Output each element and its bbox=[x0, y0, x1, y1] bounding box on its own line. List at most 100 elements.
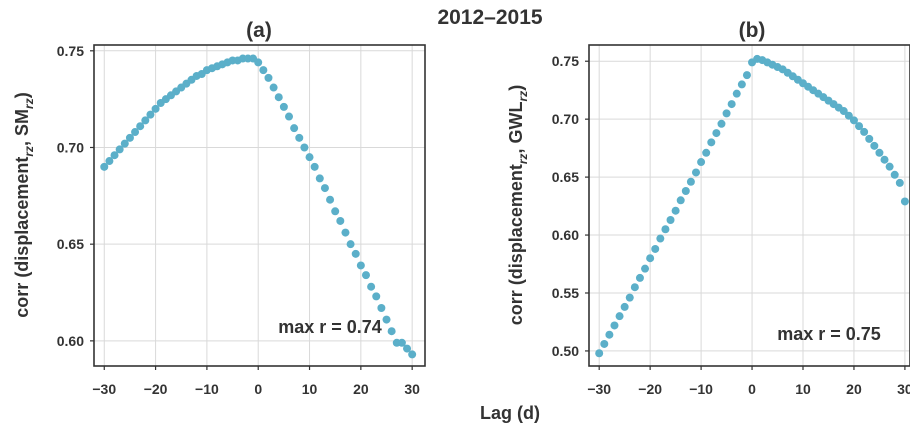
panel-b-y-tick-label: 0.65 bbox=[552, 169, 579, 185]
panel-b-data-point bbox=[839, 107, 848, 116]
panel-a-data-point bbox=[264, 73, 273, 82]
panel-a-data-point bbox=[285, 112, 294, 121]
panel-b-data-point bbox=[656, 234, 665, 243]
panel-b-data-point bbox=[855, 122, 864, 131]
panel-b-title: (b) bbox=[739, 19, 766, 42]
panel-b-data-point bbox=[702, 148, 711, 157]
panel-b-x-tick-label: 20 bbox=[846, 381, 862, 397]
panel-a-data-point bbox=[356, 261, 365, 270]
panel-b-data-point bbox=[865, 134, 874, 143]
panel-a-y-tick-label: 0.65 bbox=[57, 236, 84, 252]
panel-a-data-point bbox=[361, 271, 370, 280]
panel-b-data-point bbox=[712, 129, 721, 138]
panel-a-y-tick-label: 0.60 bbox=[57, 333, 84, 349]
panel-a-data-point bbox=[279, 102, 288, 111]
panel-b-y-tick-label: 0.70 bbox=[552, 111, 579, 127]
panel-b-data-point bbox=[849, 116, 858, 125]
panel-a-data-point bbox=[136, 122, 145, 131]
panel-b-data-point bbox=[732, 89, 741, 98]
panel-a-data-point bbox=[290, 124, 299, 133]
panel-b-y-tick-label: 0.75 bbox=[552, 53, 579, 69]
panel-b-x-tick-label: −20 bbox=[638, 381, 662, 397]
panel-b-data-point bbox=[707, 138, 716, 147]
panel-a-data-point bbox=[336, 216, 345, 225]
panel-b-y-tick-label: 0.50 bbox=[552, 343, 579, 359]
panel-a-data-point bbox=[100, 162, 109, 171]
panel-a-x-tick-label: 0 bbox=[254, 381, 262, 397]
panel-b-data-point bbox=[717, 119, 726, 128]
panel-b-data-point bbox=[641, 264, 650, 273]
panel-b-y-axis-label: corr (displacementrz, GWLrz) bbox=[506, 85, 530, 325]
panel-b-data-point bbox=[605, 330, 614, 339]
panel-a-data-point bbox=[274, 93, 283, 102]
panel-a-data-point bbox=[146, 110, 155, 119]
panel-b-data-point bbox=[890, 170, 899, 179]
panel-a-data-point bbox=[351, 249, 360, 258]
panel-a-data-point bbox=[341, 228, 350, 237]
panel-a-max-r-annotation: max r = 0.74 bbox=[278, 317, 382, 337]
panel-b-data-point bbox=[661, 225, 670, 234]
figure-suptitle: 2012–2015 bbox=[437, 6, 542, 29]
panel-a-frame bbox=[93, 44, 426, 367]
panel-b-y-tick-label: 0.60 bbox=[552, 227, 579, 243]
panel-b-max-r-annotation: max r = 0.75 bbox=[777, 324, 881, 344]
panel-a-data-point bbox=[331, 207, 340, 216]
panel-b-data-point bbox=[630, 283, 639, 292]
panel-b-frame bbox=[588, 44, 910, 367]
panel-b-y-tick-label: 0.55 bbox=[552, 285, 579, 301]
panel-b-data-point bbox=[625, 293, 634, 302]
panel-b-data-point bbox=[595, 349, 604, 358]
panel-a-data-point bbox=[300, 143, 309, 152]
panel-b-data-point bbox=[737, 80, 746, 89]
panel-b-data-point bbox=[875, 148, 884, 157]
panel-b-x-tick-label: −30 bbox=[587, 381, 611, 397]
panel-b-data-point bbox=[742, 71, 751, 80]
panel-a-title: (a) bbox=[246, 19, 272, 42]
panel-b-data-point bbox=[615, 312, 624, 321]
panel-a-x-tick-label: −30 bbox=[92, 381, 116, 397]
panel-a-x-tick-label: 20 bbox=[353, 381, 369, 397]
x-axis-label: Lag (d) bbox=[480, 403, 540, 423]
panel-b-data-point bbox=[860, 127, 869, 136]
panel-b-data-point bbox=[676, 196, 685, 205]
panel-a-y-tick-label: 0.75 bbox=[57, 43, 84, 59]
panel-a-data-point bbox=[105, 157, 114, 166]
panel-a-data-point bbox=[326, 195, 335, 204]
panel-b-data-point bbox=[900, 197, 909, 206]
panel-a-data-point bbox=[315, 174, 324, 183]
panel-b-data-point bbox=[671, 206, 680, 215]
panel-a-data-point bbox=[346, 240, 355, 249]
panel-a-data-point bbox=[377, 303, 386, 312]
panel-a-data-point bbox=[141, 116, 150, 125]
panel-b-data-point bbox=[681, 187, 690, 196]
panel-b-data-point bbox=[692, 168, 700, 177]
panel-a-x-tick-label: 10 bbox=[302, 381, 318, 397]
panel-b-data-point bbox=[620, 302, 629, 311]
panel-b: −30 −20 −10 0 10 20 30 0.50 0.55 0.60 0.65 0.70 0.75… bbox=[506, 19, 910, 397]
panel-b-data-point bbox=[870, 141, 879, 150]
panel-a: −30 −20 −10 0 10 20 30 0.60 0.65 0.70 0.75 (a) max… bbox=[12, 19, 426, 397]
panel-b-x-tick-label: 10 bbox=[795, 381, 811, 397]
panel-a-y-tick-label: 0.70 bbox=[57, 139, 84, 155]
panel-a-data-point bbox=[259, 66, 268, 75]
panel-a-data-point bbox=[295, 133, 304, 142]
panel-a-data-point bbox=[115, 145, 124, 154]
panel-b-data-point bbox=[844, 111, 853, 120]
panel-b-x-tick-label: −10 bbox=[689, 381, 713, 397]
panel-a-data-point bbox=[269, 83, 278, 92]
panel-a-x-tick-label: 30 bbox=[404, 381, 420, 397]
panel-b-data-point bbox=[686, 177, 695, 186]
panel-a-data-point bbox=[403, 344, 412, 353]
panel-a-data-point bbox=[367, 282, 376, 291]
panel-a-data-point bbox=[382, 315, 391, 324]
panel-b-data-point bbox=[895, 178, 904, 187]
panel-b-data-point bbox=[666, 215, 675, 224]
panel-a-data-point bbox=[320, 184, 329, 193]
panel-a-data-point bbox=[254, 58, 263, 67]
panel-a-data-point bbox=[305, 153, 314, 162]
panel-b-data-point bbox=[880, 155, 889, 164]
panel-b-data-point bbox=[697, 158, 706, 167]
panel-a-x-tick-label: −10 bbox=[195, 381, 219, 397]
panel-b-data-point bbox=[727, 100, 736, 109]
